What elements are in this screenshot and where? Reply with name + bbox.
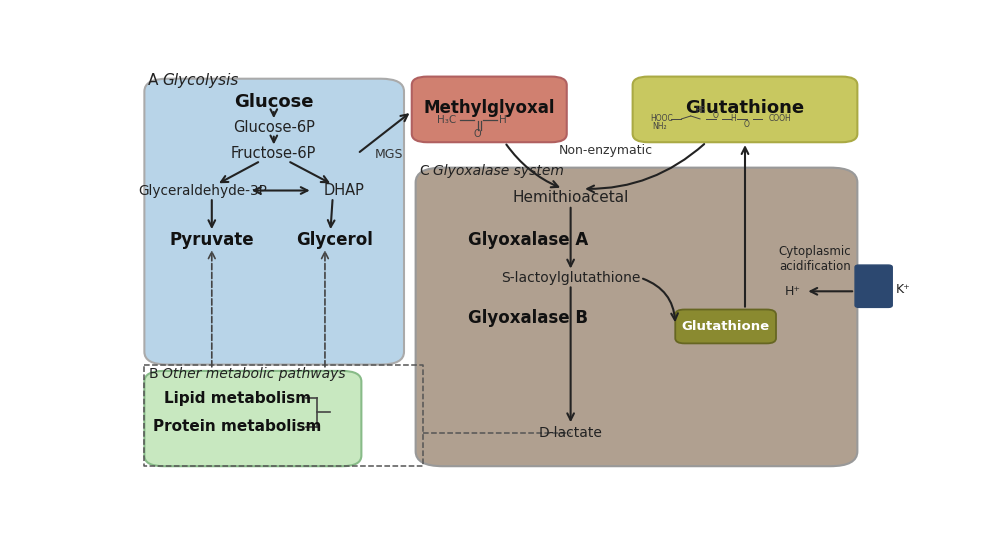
Text: S-lactoylglutathione: S-lactoylglutathione bbox=[501, 271, 640, 285]
Text: Cytoplasmic
acidification: Cytoplasmic acidification bbox=[778, 245, 851, 273]
Text: K⁺: K⁺ bbox=[895, 283, 910, 296]
Text: O: O bbox=[713, 112, 718, 120]
Text: Glyoxalase B: Glyoxalase B bbox=[468, 309, 588, 327]
Text: Other metabolic pathways: Other metabolic pathways bbox=[162, 367, 346, 381]
FancyBboxPatch shape bbox=[416, 168, 857, 466]
Text: Glutathione: Glutathione bbox=[685, 100, 805, 117]
Text: Non-enzymatic: Non-enzymatic bbox=[558, 144, 653, 157]
Text: Lipid metabolism: Lipid metabolism bbox=[164, 391, 311, 406]
Text: H⁺: H⁺ bbox=[785, 285, 801, 298]
Text: C: C bbox=[420, 164, 429, 178]
Text: HOOC: HOOC bbox=[650, 114, 673, 123]
FancyBboxPatch shape bbox=[633, 76, 857, 142]
FancyBboxPatch shape bbox=[412, 76, 567, 142]
Text: O: O bbox=[744, 120, 749, 129]
FancyBboxPatch shape bbox=[144, 371, 361, 466]
Text: HS: HS bbox=[695, 106, 705, 115]
Text: Pyruvate: Pyruvate bbox=[169, 230, 254, 249]
FancyBboxPatch shape bbox=[675, 310, 776, 343]
Text: Glyoxalase system: Glyoxalase system bbox=[433, 164, 564, 178]
Text: Glyoxalase A: Glyoxalase A bbox=[468, 230, 588, 249]
FancyBboxPatch shape bbox=[144, 79, 404, 365]
Text: Glyceraldehyde-3P: Glyceraldehyde-3P bbox=[138, 184, 267, 197]
Text: Glycerol: Glycerol bbox=[296, 230, 373, 249]
Text: Glucose-6P: Glucose-6P bbox=[233, 120, 315, 135]
Text: A: A bbox=[148, 73, 159, 88]
Text: Fructose-6P: Fructose-6P bbox=[231, 146, 316, 161]
Text: COOH: COOH bbox=[768, 114, 791, 123]
Text: Methylglyoxal: Methylglyoxal bbox=[424, 100, 555, 117]
Text: B: B bbox=[148, 367, 158, 381]
Text: H₃C: H₃C bbox=[437, 115, 456, 125]
Text: D-lactate: D-lactate bbox=[539, 426, 603, 440]
Text: Glucose: Glucose bbox=[234, 93, 314, 111]
Text: DHAP: DHAP bbox=[324, 183, 365, 198]
Text: Protein metabolism: Protein metabolism bbox=[153, 419, 322, 435]
Text: H: H bbox=[730, 114, 736, 123]
Text: NH₂: NH₂ bbox=[652, 122, 667, 131]
Text: Glycolysis: Glycolysis bbox=[162, 73, 239, 88]
Text: Hemithioacetal: Hemithioacetal bbox=[512, 190, 629, 205]
Text: MGS: MGS bbox=[375, 148, 403, 162]
FancyBboxPatch shape bbox=[855, 265, 892, 307]
Text: O: O bbox=[474, 129, 481, 139]
Text: H: H bbox=[499, 115, 507, 125]
Text: Glutathione: Glutathione bbox=[682, 320, 770, 333]
